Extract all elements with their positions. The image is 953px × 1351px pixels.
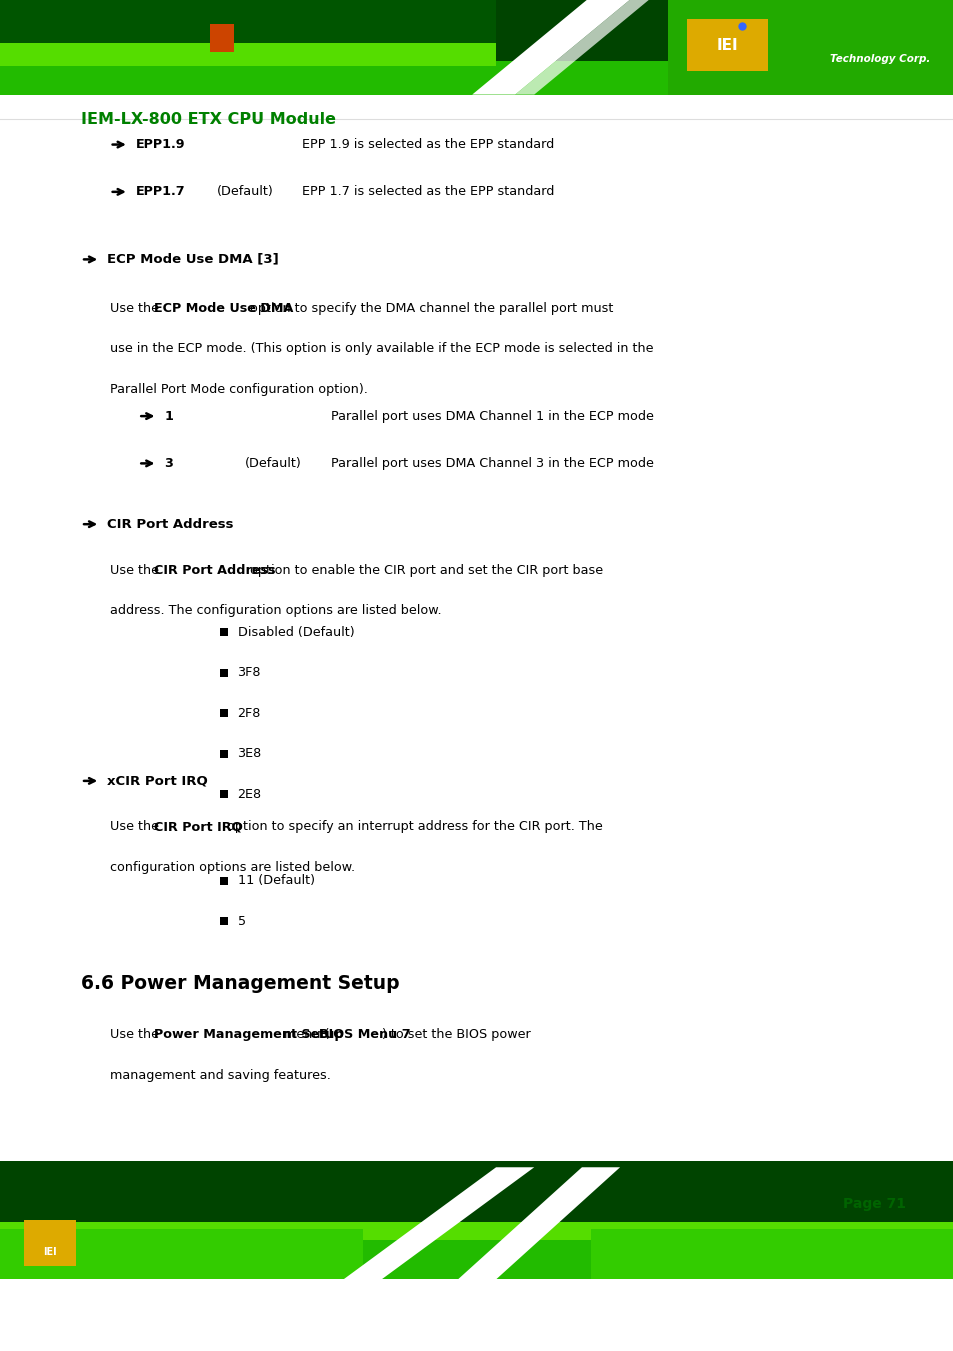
Text: 2E8: 2E8 <box>237 788 261 801</box>
Text: 3: 3 <box>164 457 172 470</box>
Bar <box>220 877 228 885</box>
Text: Power Management Setup: Power Management Setup <box>153 1028 343 1042</box>
Text: Use the: Use the <box>110 301 163 315</box>
Bar <box>0 1161 953 1223</box>
Text: ECP Mode Use DMA: ECP Mode Use DMA <box>153 301 293 315</box>
Text: EPP1.9: EPP1.9 <box>135 138 185 151</box>
Bar <box>220 917 228 925</box>
Text: 3E8: 3E8 <box>237 747 261 761</box>
Text: 5: 5 <box>237 915 246 928</box>
Text: CIR Port IRQ: CIR Port IRQ <box>153 820 242 834</box>
Bar <box>220 669 228 677</box>
Polygon shape <box>457 1167 619 1279</box>
Text: option to specify an interrupt address for the CIR port. The: option to specify an interrupt address f… <box>222 820 602 834</box>
Text: CIR Port Address: CIR Port Address <box>153 563 274 577</box>
Bar <box>0 1223 953 1240</box>
Text: Use the: Use the <box>110 563 163 577</box>
Bar <box>210 23 233 53</box>
Bar <box>220 709 228 717</box>
Text: use in the ECP mode. (This option is only available if the ECP mode is selected : use in the ECP mode. (This option is onl… <box>110 342 653 355</box>
Text: 11 (Default): 11 (Default) <box>237 874 314 888</box>
Bar <box>220 750 228 758</box>
Text: EPP1.7: EPP1.7 <box>135 185 185 199</box>
Text: Use the: Use the <box>110 820 163 834</box>
Text: ECP Mode Use DMA [3]: ECP Mode Use DMA [3] <box>107 253 278 266</box>
Bar <box>24 1220 76 1266</box>
Text: ) to set the BIOS power: ) to set the BIOS power <box>381 1028 530 1042</box>
Text: configuration options are listed below.: configuration options are listed below. <box>110 861 355 874</box>
Polygon shape <box>343 1167 534 1279</box>
Bar <box>220 628 228 636</box>
Bar <box>0 1229 362 1279</box>
Bar <box>0 0 496 42</box>
Text: IEI: IEI <box>43 1247 56 1258</box>
Text: EPP 1.9 is selected as the EPP standard: EPP 1.9 is selected as the EPP standard <box>302 138 554 151</box>
Text: CIR Port Address: CIR Port Address <box>107 517 233 531</box>
Text: (Default): (Default) <box>216 185 273 199</box>
Polygon shape <box>472 0 629 95</box>
Bar <box>220 790 228 798</box>
Text: BIOS Menu 7: BIOS Menu 7 <box>318 1028 410 1042</box>
Text: EPP 1.7 is selected as the EPP standard: EPP 1.7 is selected as the EPP standard <box>302 185 555 199</box>
Text: xCIR Port IRQ: xCIR Port IRQ <box>107 774 208 788</box>
Text: Technology Corp.: Technology Corp. <box>829 54 929 63</box>
Bar <box>0 0 496 95</box>
Text: 3F8: 3F8 <box>237 666 261 680</box>
Text: Parallel port uses DMA Channel 1 in the ECP mode: Parallel port uses DMA Channel 1 in the … <box>331 409 653 423</box>
Text: Parallel Port Mode configuration option).: Parallel Port Mode configuration option)… <box>110 382 367 396</box>
Text: (Default): (Default) <box>245 457 301 470</box>
Text: address. The configuration options are listed below.: address. The configuration options are l… <box>110 604 441 617</box>
Text: management and saving features.: management and saving features. <box>110 1069 331 1082</box>
Text: Use the: Use the <box>110 1028 163 1042</box>
Text: option to specify the DMA channel the parallel port must: option to specify the DMA channel the pa… <box>246 301 613 315</box>
Bar <box>0 42 496 66</box>
Text: option to enable the CIR port and set the CIR port base: option to enable the CIR port and set th… <box>246 563 602 577</box>
Bar <box>0 1167 953 1279</box>
Bar <box>591 1229 953 1279</box>
Bar <box>686 19 767 72</box>
Bar <box>667 0 953 95</box>
Text: Parallel port uses DMA Channel 3 in the ECP mode: Parallel port uses DMA Channel 3 in the … <box>331 457 653 470</box>
Text: IEM-LX-800 ETX CPU Module: IEM-LX-800 ETX CPU Module <box>81 112 335 127</box>
Text: 1: 1 <box>164 409 172 423</box>
Bar <box>0 0 953 95</box>
Text: menu (: menu ( <box>280 1028 330 1042</box>
Text: 6.6 Power Management Setup: 6.6 Power Management Setup <box>81 974 399 993</box>
Bar <box>496 0 953 95</box>
Bar <box>496 61 953 95</box>
Text: Disabled (Default): Disabled (Default) <box>237 626 354 639</box>
Text: Page 71: Page 71 <box>842 1197 905 1210</box>
Bar <box>0 1279 953 1351</box>
Text: 2F8: 2F8 <box>237 707 261 720</box>
Text: IEI: IEI <box>716 38 737 53</box>
Polygon shape <box>515 0 648 95</box>
